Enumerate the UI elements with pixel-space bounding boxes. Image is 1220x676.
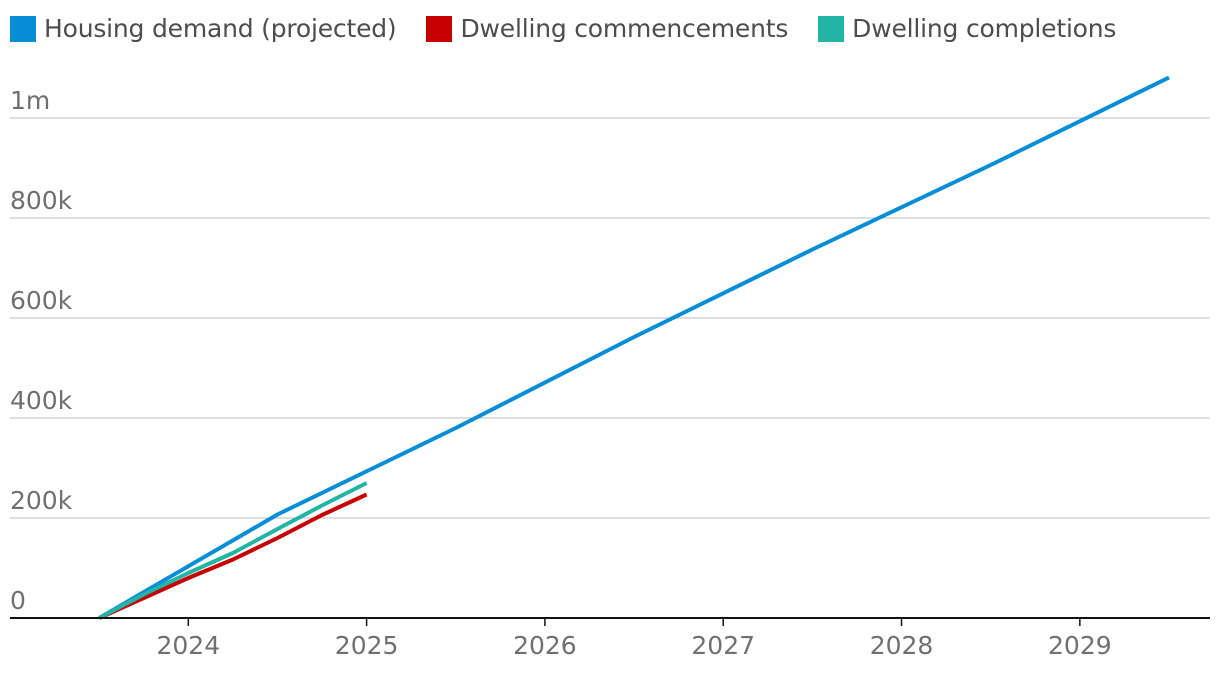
legend-swatch-dwelling-completions <box>818 15 845 42</box>
x-tick-label: 2026 <box>513 631 577 660</box>
y-tick-label: 600k <box>10 286 73 315</box>
series-lines <box>98 75 1170 620</box>
x-axis: 2024 2025 2026 2027 2028 2029 <box>10 617 1210 660</box>
x-tick-label: 2027 <box>691 631 755 660</box>
legend-item-dwelling-completions: Dwelling completions <box>818 14 1116 43</box>
gridlines <box>10 117 1210 519</box>
y-tick-label: 0 <box>10 586 26 615</box>
x-tick-label: 2024 <box>156 631 220 660</box>
y-tick-label: 400k <box>10 386 73 415</box>
y-tick-label: 200k <box>10 486 73 515</box>
legend-label-housing-demand: Housing demand (projected) <box>44 14 397 43</box>
x-tick-label: 2028 <box>870 631 934 660</box>
y-axis-tick-labels: 0 200k 400k 600k 800k 1m <box>10 86 73 615</box>
series-line-housing-demand-projected <box>98 75 1170 620</box>
legend-label-dwelling-commencements: Dwelling commencements <box>460 14 789 43</box>
y-tick-label: 800k <box>10 186 73 215</box>
legend-label-dwelling-completions: Dwelling completions <box>852 14 1117 43</box>
series-line-dwelling-completions <box>98 481 368 620</box>
x-tick-label: 2029 <box>1048 631 1112 660</box>
y-tick-label: 1m <box>10 86 50 115</box>
x-tick-label: 2025 <box>335 631 399 660</box>
legend-swatch-housing-demand <box>10 15 36 42</box>
chart-legend: Housing demand (projected) Dwelling comm… <box>10 14 1146 43</box>
legend-swatch-dwelling-commencements <box>426 15 453 42</box>
series-line-dwelling-commencements <box>98 492 368 620</box>
legend-item-dwelling-commencements: Dwelling commencements <box>426 14 788 43</box>
legend-item-housing-demand: Housing demand (projected) <box>10 14 397 43</box>
